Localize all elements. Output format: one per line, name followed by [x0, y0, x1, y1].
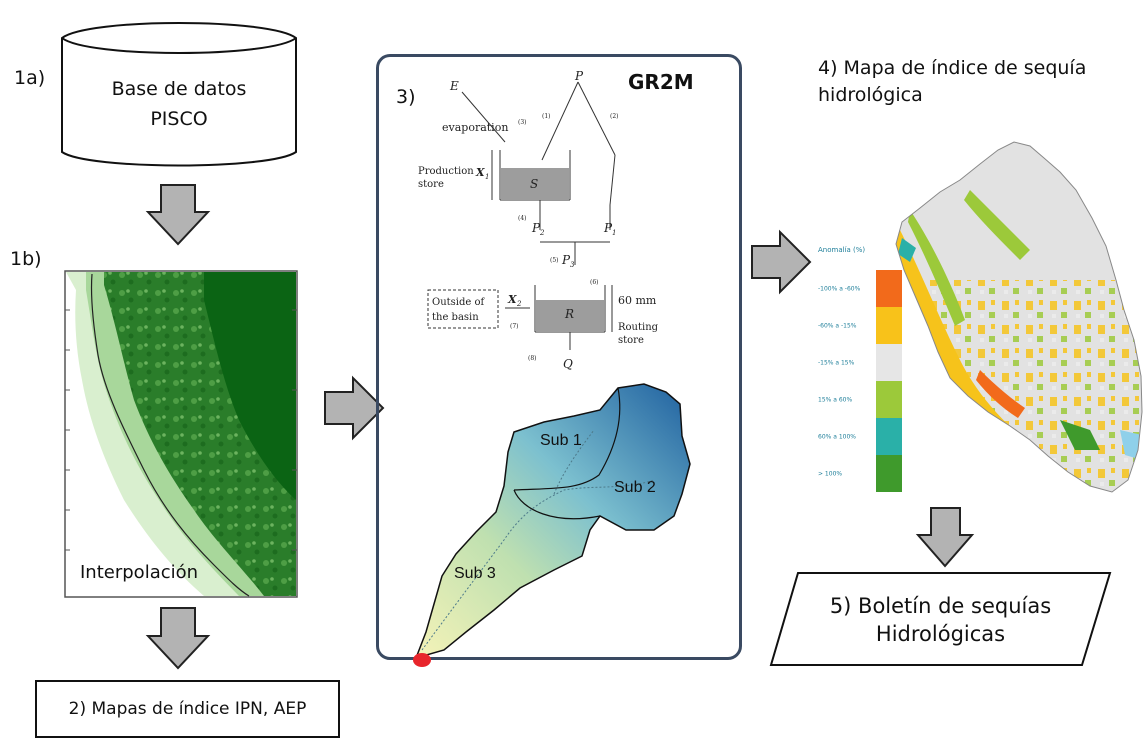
- label-outside-1: Outside of: [432, 297, 486, 308]
- label-x1-sub: 1: [485, 173, 489, 181]
- basin-shape: [414, 383, 691, 660]
- label-x2: X: [507, 293, 517, 306]
- arrow-1b-to-2: [145, 607, 211, 670]
- legend-swatch: [876, 307, 902, 344]
- routing-store-fill: [536, 300, 604, 332]
- outlet-point: [413, 653, 431, 667]
- river-main: [421, 479, 655, 651]
- label-60mm: 60 mm: [618, 294, 657, 307]
- label-p: P: [574, 70, 584, 83]
- gr2m-title: GR2M: [628, 70, 694, 94]
- gr2m-schematic: E P evaporation Production store X 1 S P…: [418, 70, 659, 371]
- anomaly-legend: Anomalía (%) -100% a -60% -60% a -15% -15%…: [818, 246, 902, 492]
- outside-basin-box: [427, 289, 499, 329]
- peru-drought-map: [895, 141, 1143, 493]
- basin-sub2: Sub 2: [614, 479, 656, 496]
- label-q: Q: [563, 357, 573, 371]
- step-4-title-line-1: 4) Mapa de índice de sequía: [818, 57, 1087, 79]
- label-p3-sub: 3: [570, 261, 575, 269]
- bulletin-shape: [769, 572, 1112, 666]
- step-1b-label: 1b): [10, 248, 42, 270]
- label-s: S: [530, 177, 538, 191]
- step-4-title: 4) Mapa de índice de sequía hidrológica: [818, 55, 1086, 109]
- interpolation-map: [64, 270, 298, 598]
- basin-map: Sub 1 Sub 2 Sub 3: [413, 383, 691, 667]
- bulletin-line-2: Hidrológicas: [875, 622, 1006, 646]
- label-p3: P: [561, 253, 571, 267]
- river-branch: [553, 429, 595, 495]
- step-num-6: (6): [590, 279, 599, 286]
- step-3-label: 3): [396, 86, 416, 108]
- step-2-text: 2) Mapas de índice IPN, AEP: [68, 699, 307, 719]
- legend-swatch: [876, 455, 902, 492]
- step-num-5: (5): [550, 257, 559, 264]
- legend-label: -100% a -60%: [818, 286, 861, 293]
- arrow-3-to-4: [751, 229, 812, 295]
- p1-line: [609, 154, 616, 206]
- legend-label: -15% a 15%: [818, 360, 855, 367]
- legend-label: > 100%: [818, 471, 842, 478]
- legend-swatch: [876, 418, 902, 455]
- label-p2-sub: 2: [539, 229, 545, 237]
- step-4-title-line-2: hidrológica: [818, 84, 923, 106]
- arrow-4-to-5: [915, 507, 975, 568]
- legend-label: -60% a -15%: [818, 323, 857, 330]
- step-num-1: (1): [542, 113, 551, 120]
- label-p2: P: [531, 221, 541, 235]
- label-x2-sub: 2: [516, 300, 522, 308]
- boundary-sub1-sub3: [513, 489, 601, 520]
- step-num-3: (3): [518, 119, 527, 126]
- label-p1: P: [603, 221, 613, 235]
- basin-sub3: Sub 3: [454, 565, 496, 582]
- label-evaporation: evaporation: [442, 121, 508, 134]
- pisco-database-shape: [61, 22, 297, 167]
- bulletin-text: 5) Boletín de sequías Hidrológicas: [768, 592, 1113, 648]
- label-x1: X: [475, 166, 485, 179]
- label-production-1: Production: [418, 166, 474, 177]
- arrow-1a-to-1b: [145, 184, 211, 246]
- label-outside-2: the basin: [432, 312, 479, 323]
- step-num-8: (8): [528, 355, 537, 362]
- p-line-right: [577, 81, 616, 156]
- label-routing-1: Routing: [618, 322, 659, 333]
- label-p1-sub: 1: [612, 229, 616, 237]
- step-1a-label: 1a): [14, 67, 46, 89]
- bulletin-line-1: 5) Boletín de sequías: [829, 594, 1052, 618]
- legend-swatch: [876, 344, 902, 381]
- basin-sub1: Sub 1: [540, 432, 582, 449]
- interpolation-caption: Interpolación: [80, 562, 199, 583]
- evap-line: [461, 91, 506, 143]
- step-num-4: (4): [518, 215, 527, 222]
- label-routing-2: store: [618, 335, 644, 346]
- pisco-database-text: Base de datos PISCO: [58, 74, 300, 134]
- production-store-fill: [501, 168, 569, 200]
- legend-label: 15% a 60%: [818, 397, 852, 404]
- label-production-2: store: [418, 179, 444, 190]
- legend-swatch: [876, 381, 902, 418]
- step-num-7: (7): [510, 323, 519, 330]
- arrow-to-3: [324, 375, 385, 441]
- pisco-line-2: PISCO: [150, 108, 208, 130]
- pisco-line-1: Base de datos: [111, 78, 247, 100]
- p-line-left: [541, 81, 579, 161]
- boundary-sub1-sub2: [513, 387, 621, 491]
- gr2m-panel: [376, 54, 742, 660]
- legend-label: 60% a 100%: [818, 434, 856, 441]
- label-e: E: [449, 79, 459, 93]
- label-r: R: [564, 307, 574, 321]
- step-2-box: 2) Mapas de índice IPN, AEP: [35, 680, 340, 738]
- legend-swatch: [876, 270, 902, 307]
- step-num-2: (2): [610, 113, 619, 120]
- legend-title: Anomalía (%): [818, 246, 865, 254]
